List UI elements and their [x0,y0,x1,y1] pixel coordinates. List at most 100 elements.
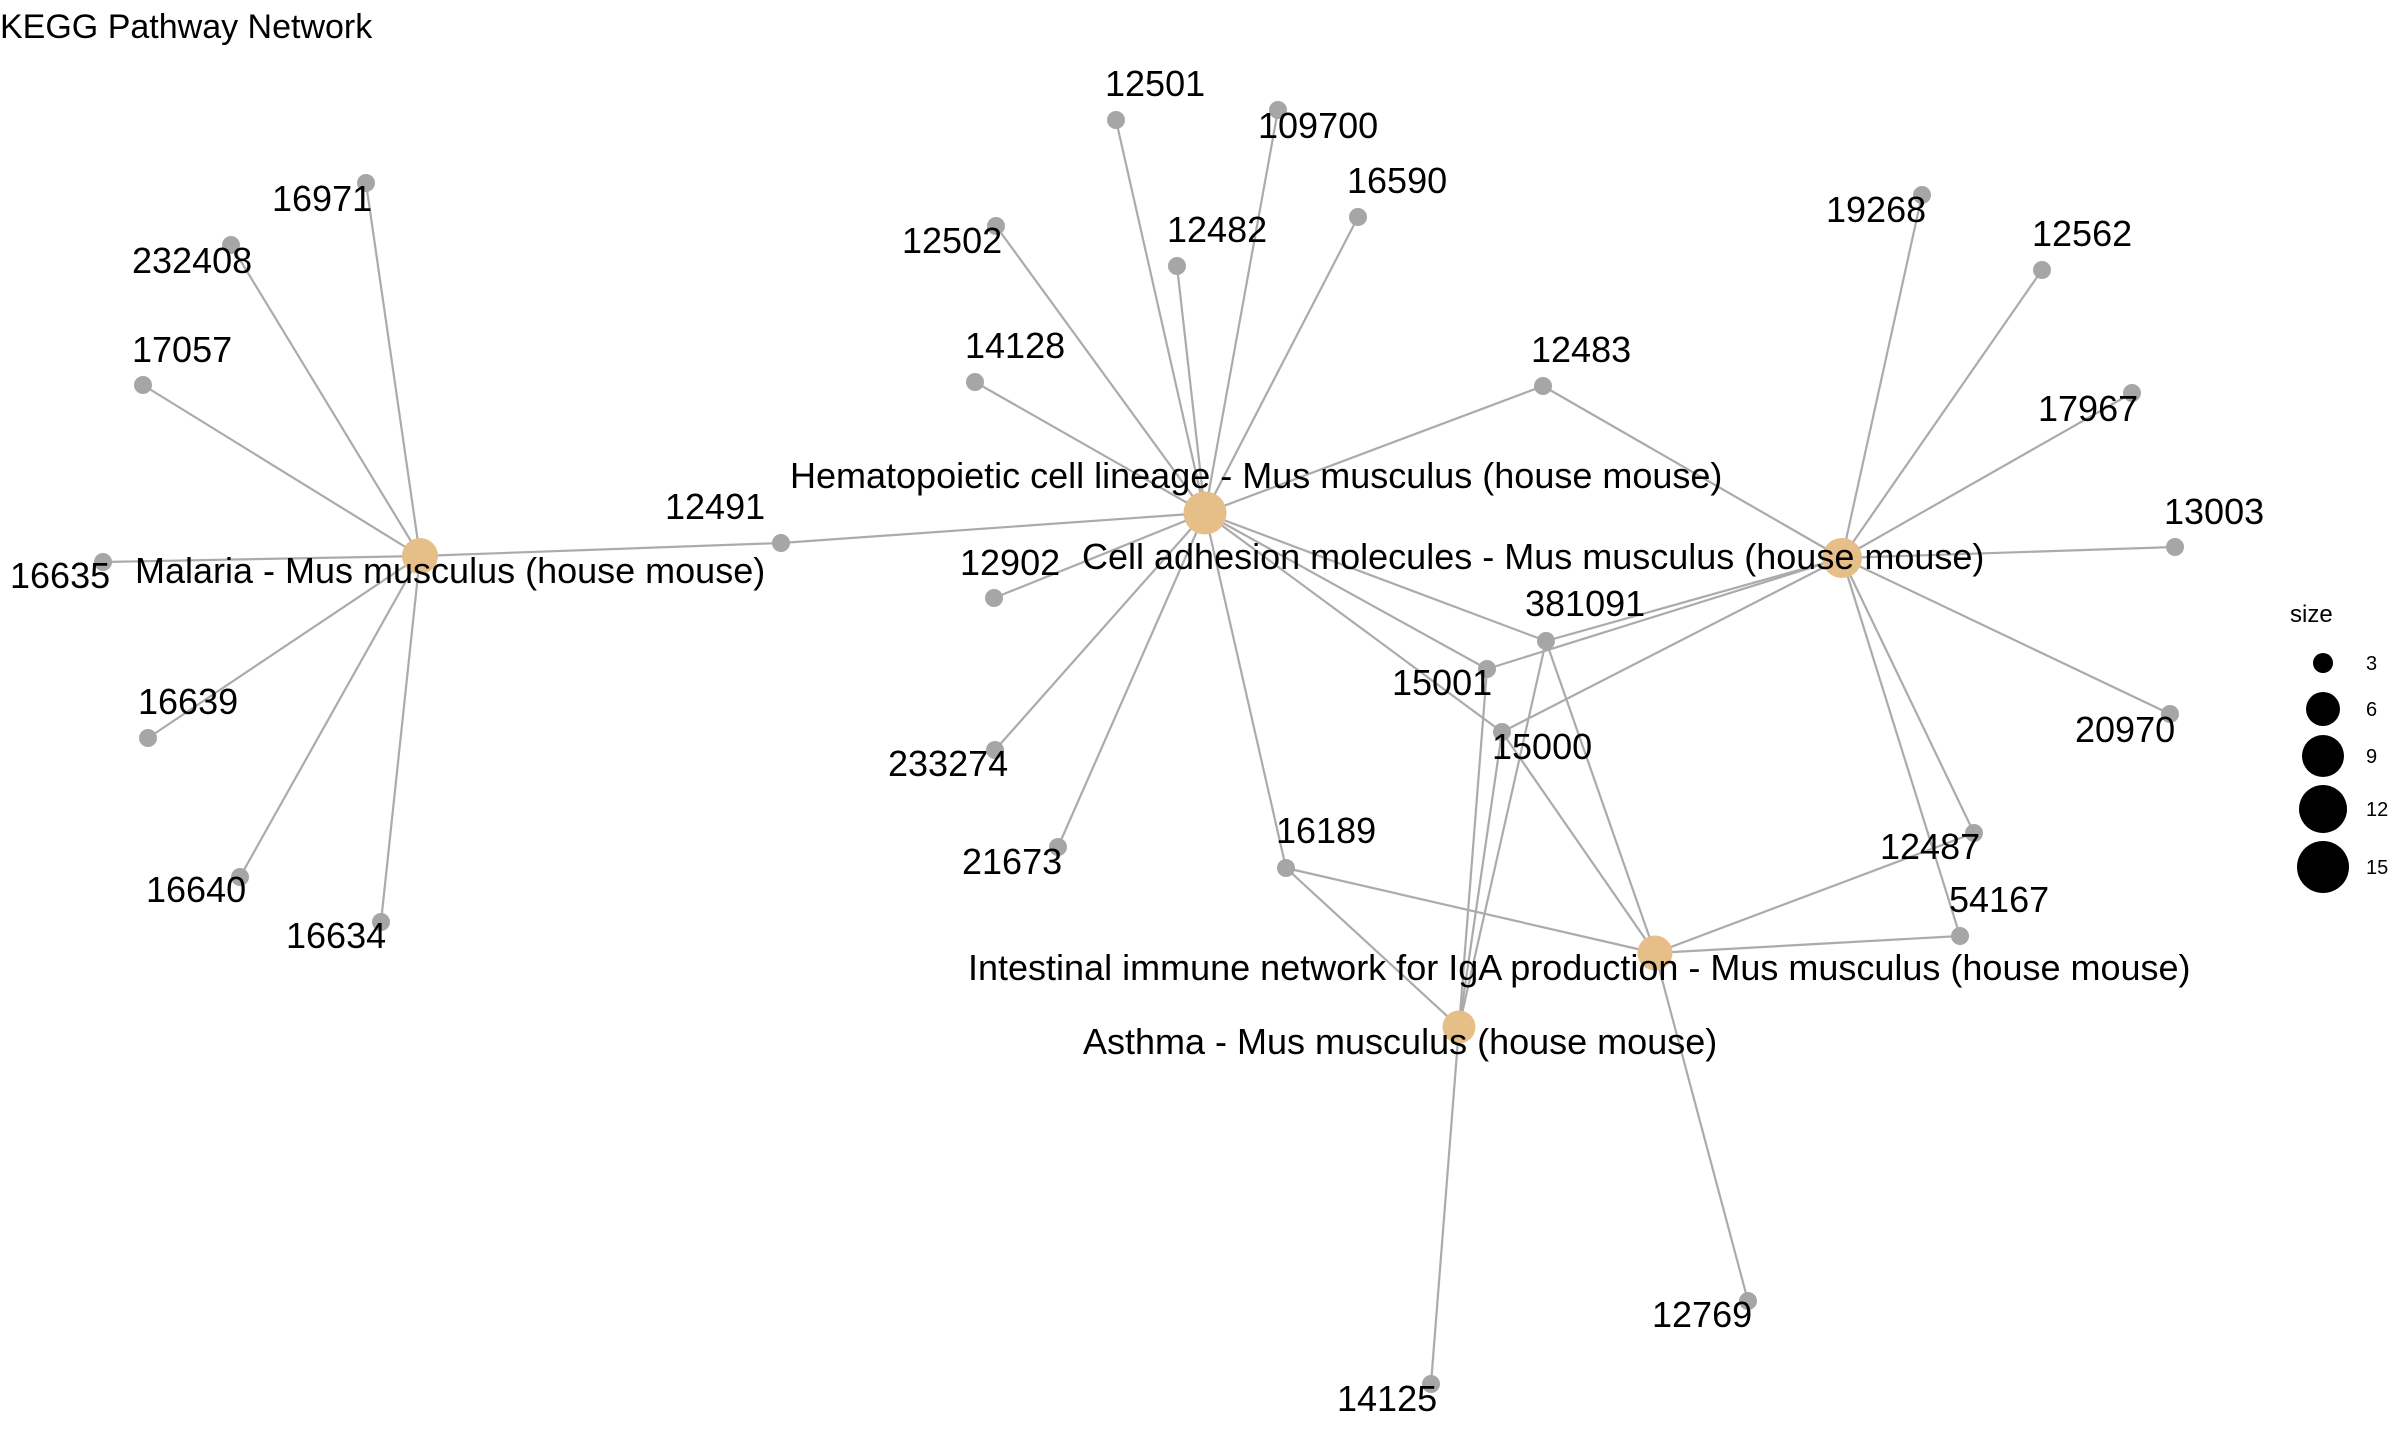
legend-label-12: 12 [2366,799,2388,821]
gene-label-14128: 14128 [965,325,1065,366]
labels-layer: 16971 232408 17057 16635 16639 16640 16634 1249… [10,63,2264,1419]
edge-iga-12769 [1653,952,1750,1302]
pathway-label-malaria: Malaria - Mus musculus (house mouse) [135,550,765,591]
edge-malaria-17057 [142,384,421,557]
edge-malaria-16635 [102,554,421,564]
gene-label-19268: 19268 [1826,189,1926,230]
pathway-label-cam: Cell adhesion molecules - Mus musculus (… [1082,536,1984,577]
size-legend: size 3 6 9 12 15 [2290,601,2388,893]
edge-hematopoietic-15001 [1204,512,1488,670]
edge-hematopoietic-233274 [994,512,1206,751]
gene-label-12483: 12483 [1531,329,1631,370]
gene-label-14125: 14125 [1337,1378,1437,1419]
edge-hematopoietic-12491 [780,511,1206,545]
gene-node-232408 [222,236,240,254]
legend-swatch-12 [2299,785,2347,833]
edge-hematopoietic-12902 [993,511,1206,600]
gene-node-16189 [1277,859,1295,877]
gene-label-16189: 16189 [1276,810,1376,851]
gene-label-21673: 21673 [962,841,1062,882]
legend-swatch-15 [2297,841,2349,893]
pathway-node-malaria [402,538,438,574]
edge-hematopoietic-12483 [1204,384,1544,515]
gene-node-12502 [987,217,1005,235]
edge-hematopoietic-21673 [1056,512,1207,848]
gene-label-20970: 20970 [2075,709,2175,750]
gene-node-381091 [1537,632,1555,650]
gene-label-16639: 16639 [138,681,238,722]
pathway-label-iga: Intestinal immune network for IgA produc… [968,947,2191,988]
gene-label-16971: 16971 [272,178,372,219]
edge-malaria-12491 [419,541,782,558]
legend-swatch-3 [2313,653,2333,673]
gene-node-16590 [1349,208,1367,226]
edge-cam-15001 [1486,556,1843,671]
gene-label-16590: 16590 [1347,160,1447,201]
gene-label-381091: 381091 [1525,583,1645,624]
gene-label-16640: 16640 [146,869,246,910]
edge-iga-54167 [1654,934,1961,955]
edge-iga-15000 [1501,731,1656,954]
gene-node-12501 [1107,111,1125,129]
gene-label-12487: 12487 [1880,826,1980,867]
edge-hematopoietic-381091 [1204,511,1547,643]
gene-label-16635: 16635 [10,555,110,596]
gene-label-12501: 12501 [1105,63,1205,104]
gene-node-21673 [1049,838,1067,856]
edge-cam-20970 [1841,557,2171,715]
edge-malaria-232408 [230,244,421,557]
pathway-label-hematopoietic: Hematopoietic cell lineage - Mus musculu… [790,455,1722,496]
edge-hematopoietic-16590 [1204,216,1359,514]
gene-node-13003 [2166,538,2184,556]
edge-hematopoietic-109700 [1203,109,1280,514]
legend-label-9: 9 [2366,746,2377,768]
pathway-label-asthma: Asthma - Mus musculus (house mouse) [1083,1021,1717,1062]
legend-label-3: 3 [2366,653,2377,675]
pathway-node-asthma [1442,1010,1476,1044]
gene-node-14125 [1422,1375,1440,1393]
edge-hematopoietic-16189 [1203,512,1288,869]
gene-node-15000 [1493,723,1511,741]
gene-node-17967 [2123,384,2141,402]
gene-label-12502: 12502 [902,220,1002,261]
edge-malaria-16634 [379,555,422,923]
gene-node-14128 [966,373,984,391]
gene-node-16635 [94,553,112,571]
edge-cam-19268 [1840,194,1924,559]
gene-label-12491: 12491 [665,486,765,527]
gene-label-232408: 232408 [132,240,252,281]
gene-node-12902 [985,589,1003,607]
gene-node-12491 [772,534,790,552]
legend-label-15: 15 [2366,857,2388,879]
edge-asthma-16189 [1285,867,1460,1028]
legend-title: size [2290,601,2333,628]
edge-iga-12487 [1654,831,1975,955]
gene-label-109700: 109700 [1258,105,1378,146]
gene-node-12562 [2033,261,2051,279]
pathway-node-hematopoietic [1183,491,1227,535]
diagram-title: KEGG Pathway Network [0,8,373,46]
gene-node-16640 [231,868,249,886]
gene-node-15001 [1478,660,1496,678]
edge-malaria-16971 [364,182,422,557]
nodes-layer [94,101,2184,1393]
edge-cam-15000 [1501,557,1843,733]
gene-node-12483 [1534,377,1552,395]
gene-label-12902: 12902 [960,542,1060,583]
edge-cam-17967 [1841,392,2133,559]
edge-hematopoietic-12501 [1114,119,1207,514]
edge-iga-16189 [1285,866,1656,955]
gene-node-12769 [1739,1292,1757,1310]
edge-asthma-14125 [1429,1026,1461,1385]
edge-cam-381091 [1545,556,1843,643]
legend-label-6: 6 [2366,699,2377,721]
gene-node-16639 [139,729,157,747]
edge-asthma-15000 [1457,731,1504,1028]
edge-asthma-381091 [1457,640,1548,1028]
edge-cam-12487 [1841,557,1975,834]
gene-label-15001: 15001 [1392,662,1492,703]
edge-hematopoietic-14128 [974,381,1206,514]
edge-hematopoietic-12482 [1175,265,1207,514]
